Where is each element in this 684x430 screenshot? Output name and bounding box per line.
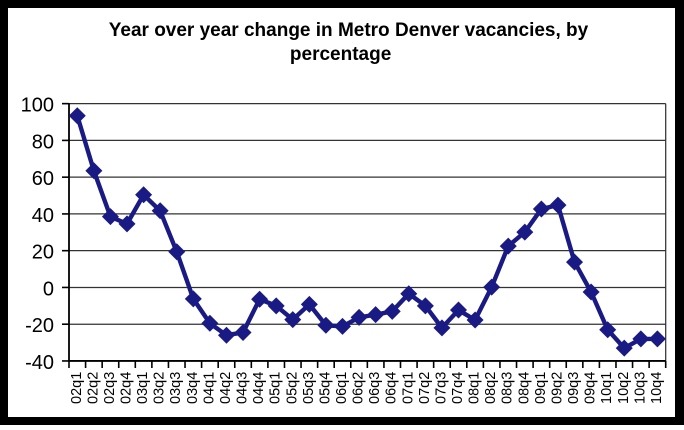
svg-text:40: 40 xyxy=(32,205,54,227)
svg-text:07q4: 07q4 xyxy=(450,372,466,404)
svg-text:08q1: 08q1 xyxy=(467,372,483,404)
svg-text:-20: -20 xyxy=(25,315,54,337)
svg-text:80: 80 xyxy=(32,131,54,153)
svg-text:08q2: 08q2 xyxy=(483,372,499,404)
svg-text:10q3: 10q3 xyxy=(632,372,648,404)
svg-text:04q2: 04q2 xyxy=(218,372,234,404)
svg-text:03q4: 03q4 xyxy=(185,372,201,404)
svg-text:60: 60 xyxy=(32,168,54,190)
svg-text:05q2: 05q2 xyxy=(284,372,300,404)
svg-text:08q4: 08q4 xyxy=(516,372,532,404)
svg-text:-40: -40 xyxy=(25,352,54,374)
svg-text:20: 20 xyxy=(32,242,54,264)
svg-text:07q2: 07q2 xyxy=(417,372,433,404)
svg-text:10q2: 10q2 xyxy=(616,372,632,404)
svg-text:09q1: 09q1 xyxy=(533,372,549,404)
svg-text:07q3: 07q3 xyxy=(433,372,449,404)
svg-text:09q3: 09q3 xyxy=(566,372,582,404)
svg-text:04q4: 04q4 xyxy=(251,372,267,404)
svg-text:06q4: 06q4 xyxy=(384,372,400,404)
svg-text:02q1: 02q1 xyxy=(69,372,85,404)
svg-text:100: 100 xyxy=(21,95,54,117)
svg-text:percentage: percentage xyxy=(290,44,391,65)
svg-text:05q3: 05q3 xyxy=(301,372,317,404)
svg-text:03q1: 03q1 xyxy=(135,372,151,404)
svg-text:10q1: 10q1 xyxy=(599,372,615,404)
svg-text:09q2: 09q2 xyxy=(549,372,565,404)
svg-text:02q2: 02q2 xyxy=(85,372,101,404)
svg-text:05q4: 05q4 xyxy=(317,372,333,404)
svg-text:08q3: 08q3 xyxy=(500,372,516,404)
svg-text:02q3: 02q3 xyxy=(102,372,118,404)
svg-text:04q1: 04q1 xyxy=(201,372,217,404)
svg-text:03q2: 03q2 xyxy=(152,372,168,404)
svg-text:0: 0 xyxy=(43,278,54,300)
svg-text:02q4: 02q4 xyxy=(119,372,135,404)
svg-text:04q3: 04q3 xyxy=(235,372,251,404)
svg-text:06q3: 06q3 xyxy=(367,372,383,404)
svg-text:07q1: 07q1 xyxy=(400,372,416,404)
svg-text:06q1: 06q1 xyxy=(334,372,350,404)
svg-text:10q4: 10q4 xyxy=(649,372,665,404)
svg-text:06q2: 06q2 xyxy=(351,372,367,404)
svg-text:Year over year change in Metro: Year over year change in Metro Denver va… xyxy=(109,20,589,41)
svg-text:05q1: 05q1 xyxy=(268,372,284,404)
svg-text:09q4: 09q4 xyxy=(583,372,599,404)
svg-text:03q3: 03q3 xyxy=(168,372,184,404)
